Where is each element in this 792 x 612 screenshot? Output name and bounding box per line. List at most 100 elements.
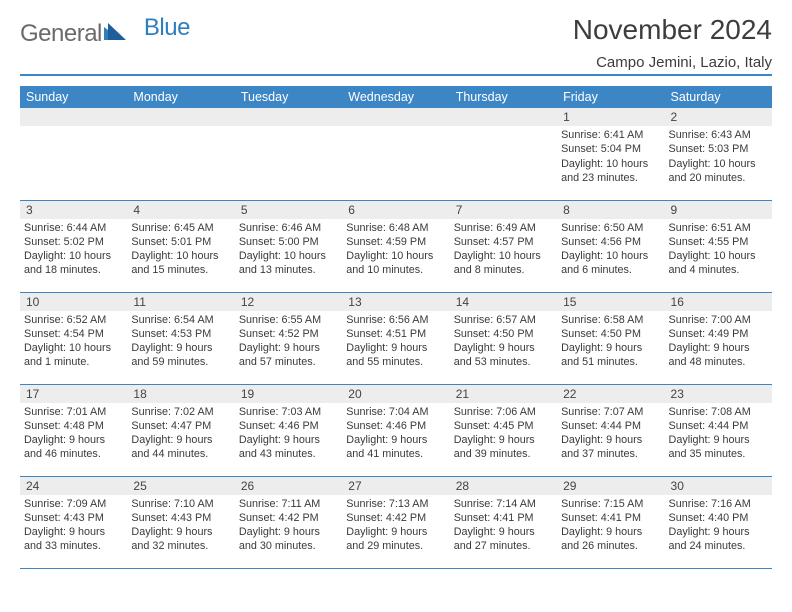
day-cell: 9Sunrise: 6:51 AMSunset: 4:55 PMDaylight… <box>665 200 772 292</box>
day-number: 29 <box>557 477 664 495</box>
day-cell: 22Sunrise: 7:07 AMSunset: 4:44 PMDayligh… <box>557 384 664 476</box>
day-cell <box>342 108 449 200</box>
sunset-text: Sunset: 4:50 PM <box>561 327 660 341</box>
dayhead-mon: Monday <box>127 86 234 108</box>
sunrise-text: Sunrise: 7:06 AM <box>454 405 553 419</box>
daylight-text: Daylight: 9 hours and 29 minutes. <box>346 525 445 554</box>
day-number: 3 <box>20 201 127 219</box>
sunset-text: Sunset: 4:40 PM <box>669 511 768 525</box>
dayhead-fri: Friday <box>557 86 664 108</box>
sunset-text: Sunset: 4:54 PM <box>24 327 123 341</box>
day-content: Sunrise: 7:00 AMSunset: 4:49 PMDaylight:… <box>665 311 772 372</box>
daylight-text: Daylight: 10 hours and 1 minute. <box>24 341 123 370</box>
day-cell: 21Sunrise: 7:06 AMSunset: 4:45 PMDayligh… <box>450 384 557 476</box>
sunset-text: Sunset: 4:41 PM <box>454 511 553 525</box>
day-content: Sunrise: 7:02 AMSunset: 4:47 PMDaylight:… <box>127 403 234 464</box>
day-cell <box>235 108 342 200</box>
day-cell: 28Sunrise: 7:14 AMSunset: 4:41 PMDayligh… <box>450 476 557 568</box>
sunrise-text: Sunrise: 6:55 AM <box>239 313 338 327</box>
sunrise-text: Sunrise: 7:01 AM <box>24 405 123 419</box>
day-number: 14 <box>450 293 557 311</box>
week-row: 17Sunrise: 7:01 AMSunset: 4:48 PMDayligh… <box>20 384 772 476</box>
day-number: 4 <box>127 201 234 219</box>
sunset-text: Sunset: 4:50 PM <box>454 327 553 341</box>
day-cell: 18Sunrise: 7:02 AMSunset: 4:47 PMDayligh… <box>127 384 234 476</box>
day-content: Sunrise: 6:55 AMSunset: 4:52 PMDaylight:… <box>235 311 342 372</box>
sunrise-text: Sunrise: 7:02 AM <box>131 405 230 419</box>
week-row: 1Sunrise: 6:41 AMSunset: 5:04 PMDaylight… <box>20 108 772 200</box>
day-header-row: Sunday Monday Tuesday Wednesday Thursday… <box>20 86 772 108</box>
day-content: Sunrise: 7:11 AMSunset: 4:42 PMDaylight:… <box>235 495 342 556</box>
daylight-text: Daylight: 9 hours and 51 minutes. <box>561 341 660 370</box>
day-content: Sunrise: 6:43 AMSunset: 5:03 PMDaylight:… <box>665 126 772 187</box>
sunrise-text: Sunrise: 6:50 AM <box>561 221 660 235</box>
daylight-text: Daylight: 9 hours and 37 minutes. <box>561 433 660 462</box>
daylight-text: Daylight: 9 hours and 32 minutes. <box>131 525 230 554</box>
day-cell <box>20 108 127 200</box>
sunrise-text: Sunrise: 6:44 AM <box>24 221 123 235</box>
sunrise-text: Sunrise: 6:41 AM <box>561 128 660 142</box>
sunset-text: Sunset: 5:00 PM <box>239 235 338 249</box>
day-number: 1 <box>557 108 664 126</box>
day-cell: 5Sunrise: 6:46 AMSunset: 5:00 PMDaylight… <box>235 200 342 292</box>
day-number: 5 <box>235 201 342 219</box>
day-content: Sunrise: 6:41 AMSunset: 5:04 PMDaylight:… <box>557 126 664 187</box>
day-content: Sunrise: 7:10 AMSunset: 4:43 PMDaylight:… <box>127 495 234 556</box>
sunset-text: Sunset: 4:53 PM <box>131 327 230 341</box>
sunset-text: Sunset: 4:46 PM <box>239 419 338 433</box>
daylight-text: Daylight: 9 hours and 59 minutes. <box>131 341 230 370</box>
sunset-text: Sunset: 4:52 PM <box>239 327 338 341</box>
sunrise-text: Sunrise: 6:43 AM <box>669 128 768 142</box>
day-cell: 19Sunrise: 7:03 AMSunset: 4:46 PMDayligh… <box>235 384 342 476</box>
logo-triangle-icon <box>104 20 126 48</box>
day-number: 13 <box>342 293 449 311</box>
day-content: Sunrise: 6:56 AMSunset: 4:51 PMDaylight:… <box>342 311 449 372</box>
sunrise-text: Sunrise: 6:52 AM <box>24 313 123 327</box>
day-cell: 26Sunrise: 7:11 AMSunset: 4:42 PMDayligh… <box>235 476 342 568</box>
day-cell: 24Sunrise: 7:09 AMSunset: 4:43 PMDayligh… <box>20 476 127 568</box>
day-content: Sunrise: 6:46 AMSunset: 5:00 PMDaylight:… <box>235 219 342 280</box>
sunrise-text: Sunrise: 7:00 AM <box>669 313 768 327</box>
day-number: 11 <box>127 293 234 311</box>
day-cell: 25Sunrise: 7:10 AMSunset: 4:43 PMDayligh… <box>127 476 234 568</box>
day-number: 8 <box>557 201 664 219</box>
daylight-text: Daylight: 9 hours and 35 minutes. <box>669 433 768 462</box>
day-number: 10 <box>20 293 127 311</box>
sunset-text: Sunset: 4:45 PM <box>454 419 553 433</box>
day-number: 24 <box>20 477 127 495</box>
day-number-empty <box>450 108 557 126</box>
sunset-text: Sunset: 4:55 PM <box>669 235 768 249</box>
daylight-text: Daylight: 9 hours and 24 minutes. <box>669 525 768 554</box>
sunset-text: Sunset: 4:44 PM <box>669 419 768 433</box>
day-cell <box>450 108 557 200</box>
day-cell: 11Sunrise: 6:54 AMSunset: 4:53 PMDayligh… <box>127 292 234 384</box>
sunset-text: Sunset: 4:59 PM <box>346 235 445 249</box>
day-cell: 1Sunrise: 6:41 AMSunset: 5:04 PMDaylight… <box>557 108 664 200</box>
sunrise-text: Sunrise: 6:51 AM <box>669 221 768 235</box>
day-content: Sunrise: 6:58 AMSunset: 4:50 PMDaylight:… <box>557 311 664 372</box>
dayhead-wed: Wednesday <box>342 86 449 108</box>
daylight-text: Daylight: 10 hours and 15 minutes. <box>131 249 230 278</box>
day-cell: 12Sunrise: 6:55 AMSunset: 4:52 PMDayligh… <box>235 292 342 384</box>
day-content: Sunrise: 7:08 AMSunset: 4:44 PMDaylight:… <box>665 403 772 464</box>
day-content: Sunrise: 7:15 AMSunset: 4:41 PMDaylight:… <box>557 495 664 556</box>
dayhead-sat: Saturday <box>665 86 772 108</box>
daylight-text: Daylight: 9 hours and 33 minutes. <box>24 525 123 554</box>
day-number: 2 <box>665 108 772 126</box>
day-cell: 30Sunrise: 7:16 AMSunset: 4:40 PMDayligh… <box>665 476 772 568</box>
title-block: November 2024 <box>573 14 772 46</box>
sunrise-text: Sunrise: 7:13 AM <box>346 497 445 511</box>
day-number: 30 <box>665 477 772 495</box>
header: General Blue November 2024 <box>20 14 772 48</box>
sunrise-text: Sunrise: 6:46 AM <box>239 221 338 235</box>
day-content: Sunrise: 6:52 AMSunset: 4:54 PMDaylight:… <box>20 311 127 372</box>
daylight-text: Daylight: 10 hours and 23 minutes. <box>561 157 660 186</box>
day-cell: 10Sunrise: 6:52 AMSunset: 4:54 PMDayligh… <box>20 292 127 384</box>
sunset-text: Sunset: 5:01 PM <box>131 235 230 249</box>
sunset-text: Sunset: 4:49 PM <box>669 327 768 341</box>
sunrise-text: Sunrise: 7:03 AM <box>239 405 338 419</box>
sunrise-text: Sunrise: 7:11 AM <box>239 497 338 511</box>
sunrise-text: Sunrise: 7:14 AM <box>454 497 553 511</box>
day-cell <box>127 108 234 200</box>
daylight-text: Daylight: 10 hours and 8 minutes. <box>454 249 553 278</box>
